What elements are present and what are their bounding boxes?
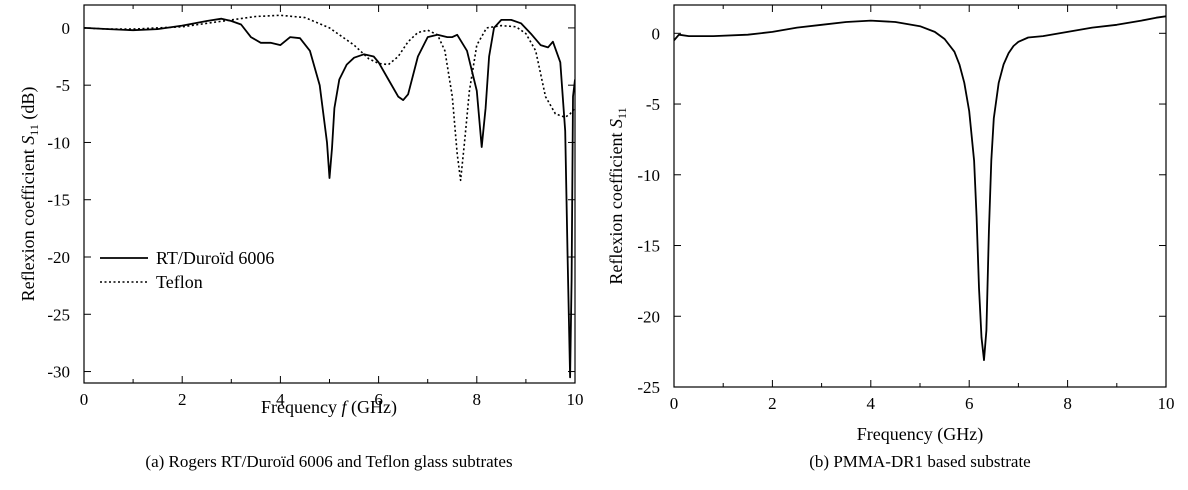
panel-b-y-tick-label: -10 — [637, 166, 660, 185]
panel-a-x-tick-label: 0 — [80, 390, 89, 409]
panel-a-caption: (a) Rogers RT/Duroïd 6006 and Teflon gla… — [145, 452, 512, 471]
panel-b-y-axis-title: Reflexion coefficient S11 — [606, 107, 629, 284]
panel-b-y-tick-label: -20 — [637, 307, 660, 326]
panel-a-legend: RT/Duroïd 6006 Teflon — [100, 248, 274, 292]
panel-a-x-tick-label: 2 — [178, 390, 187, 409]
panel-a-plot-frame — [83, 4, 576, 384]
panel-a-y-tick-label: -20 — [47, 248, 70, 267]
panel-a-y-tick-label: -15 — [47, 191, 70, 210]
panel-b-ticks: 0 2 4 6 8 10 0 -5 -10 -15 -20 -25 — [637, 5, 1175, 413]
panel-b-x-axis-title: Frequency (GHz) — [857, 424, 983, 445]
panel-b-chart: 0 2 4 6 8 10 0 -5 -10 -15 -20 -25 Frequency (GHz) R… — [606, 4, 1175, 471]
panel-a-ticks: 0 2 4 6 8 10 0 -5 -10 -15 -20 -25 -30 — [47, 5, 584, 409]
panel-a-y-tick-label: 0 — [62, 19, 71, 38]
panel-b-y-tick-label: 0 — [652, 24, 661, 43]
panel-b-x-tick-label: 2 — [768, 394, 777, 413]
legend-label-teflon: Teflon — [156, 272, 203, 292]
panel-b-x-tick-label: 6 — [965, 394, 974, 413]
panel-a-y-tick-label: -10 — [47, 133, 70, 152]
panel-b-y-tick-label: -15 — [637, 237, 660, 256]
legend-label-rt-duroid: RT/Duroïd 6006 — [156, 248, 274, 268]
panel-b-y-tick-label: -25 — [637, 378, 660, 397]
panel-b-x-tick-label: 8 — [1063, 394, 1072, 413]
panel-b-x-tick-label: 10 — [1158, 394, 1175, 413]
panel-a-x-tick-label: 6 — [374, 390, 383, 409]
panel-a-series-line-solid — [84, 17, 575, 379]
panel-a-series-line-dotted — [84, 14, 575, 182]
panel-a-x-tick-label: 8 — [473, 390, 482, 409]
panel-a-chart: 0 2 4 6 8 10 0 -5 -10 -15 -20 -25 -30 Frequency f (G… — [18, 4, 584, 471]
panel-b-caption: (b) PMMA-DR1 based substrate — [809, 452, 1030, 471]
panel-a-x-tick-label: 4 — [276, 390, 285, 409]
panel-b-x-tick-label: 0 — [670, 394, 679, 413]
panel-a-y-tick-label: -30 — [47, 363, 70, 382]
panel-b-y-tick-label: -5 — [646, 95, 660, 114]
panel-b-series — [674, 15, 1166, 361]
panel-a-y-tick-label: -5 — [56, 76, 70, 95]
panel-a-y-axis-title: Reflexion coefficient S11 (dB) — [18, 87, 41, 302]
panel-a-y-tick-label: -25 — [47, 305, 70, 324]
panel-a-x-tick-label: 10 — [567, 390, 584, 409]
panel-a-x-axis-title: Frequency f (GHz) — [261, 397, 397, 418]
panel-b-plot-frame — [673, 4, 1167, 388]
panel-a-series — [84, 14, 575, 379]
panel-b-x-tick-label: 4 — [867, 394, 876, 413]
panel-b-series-line-solid — [674, 15, 1166, 361]
